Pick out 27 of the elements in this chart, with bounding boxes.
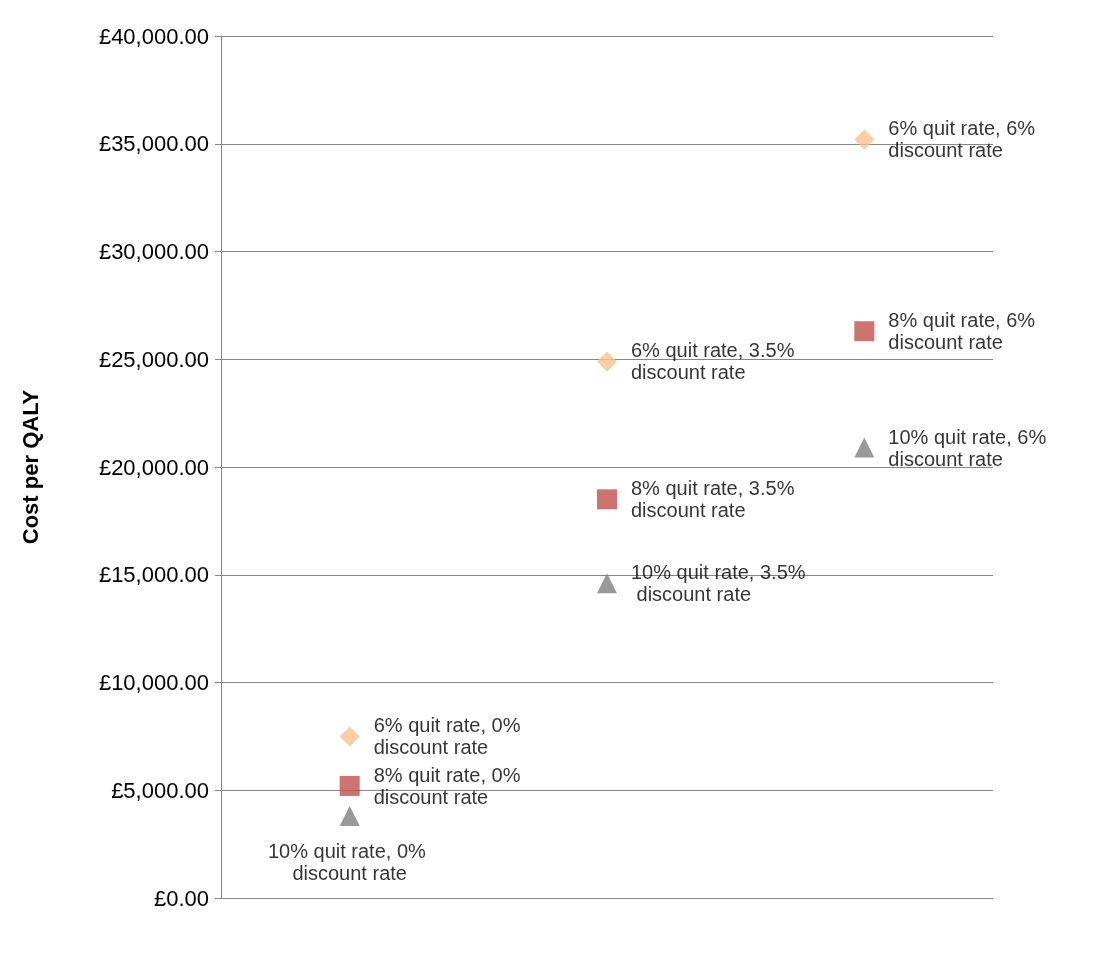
data-label: 8% quit rate, 0% discount rate [373,763,526,808]
y-tick-label: £5,000.00 [111,777,209,803]
data-label: 10% quit rate, 6% discount rate [888,425,1052,470]
y-tick-label: £0.00 [153,885,209,911]
y-tick-label: £40,000.00 [98,23,209,49]
y-tick-label: £15,000.00 [98,562,209,588]
data-label: 8% quit rate, 3.5% discount rate [631,477,800,522]
point [597,489,617,510]
data-label: 10% quit rate, 0% discount rate [267,840,432,885]
data-label: 6% quit rate, 0% discount rate [373,714,526,759]
point [597,351,617,372]
point [339,806,360,827]
point [854,129,875,150]
y-tick-label: £30,000.00 [98,239,209,264]
y-tick-label: £20,000.00 [98,454,209,480]
point [597,573,617,594]
y-tick-label: £10,000.00 [98,670,209,695]
point [339,775,360,796]
y-axis-title: Cost per QALY [17,389,43,545]
y-tick-label: £25,000.00 [98,346,209,372]
point [339,726,360,747]
y-tick-label: £35,000.00 [98,131,209,157]
point [854,321,875,342]
data-label: 6% quit rate, 3.5% discount rate [631,339,800,384]
data-label: 8% quit rate, 6% discount rate [888,309,1041,354]
point [854,437,875,458]
data-label: 6% quit rate, 6% discount rate [888,117,1041,162]
